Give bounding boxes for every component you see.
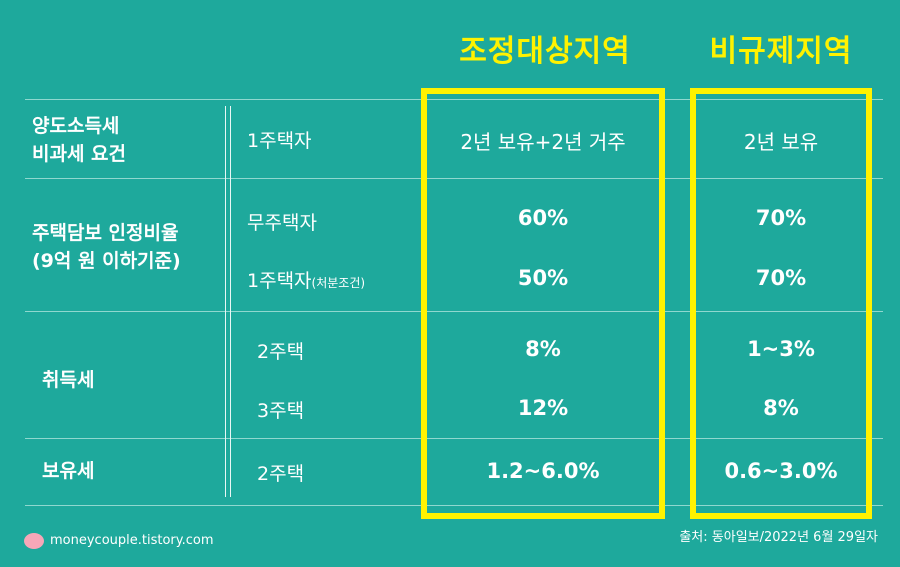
holding-tax-regulated: 1.2~6.0% (486, 459, 600, 483)
acquisition-tax-non-regulated-three: 8% (763, 396, 799, 420)
ltv-regulated-one-home: 50% (517, 266, 569, 290)
ltv-non-regulated-no-home: 70% (755, 206, 807, 230)
acquisition-tax-regulated-three: 12% (517, 396, 569, 420)
header-regulated-area: 조정대상지역 (459, 34, 631, 69)
non-regulated-highlight-box (690, 88, 872, 519)
holding-tax-label: 보유세 (42, 460, 95, 482)
transfer-tax-regulated: 2년 보유+2년 거주 (460, 130, 626, 154)
regulated-highlight-box (421, 88, 665, 519)
header-non-regulated-area: 비규제지역 (709, 34, 853, 69)
blog-link[interactable]: moneycouple.tistory.com (50, 533, 214, 548)
acquisition-tax-regulated-two: 8% (525, 337, 561, 361)
ltv-label: 주택담보 인정비율 (9억 원 이하기준) (32, 222, 181, 272)
ltv-regulated-no-home: 60% (517, 206, 569, 230)
acquisition-tax-label: 취득세 (42, 369, 95, 391)
transfer-tax-label: 양도소득세 비과세 요건 (32, 115, 127, 165)
transfer-tax-sub: 1주택자 (247, 130, 312, 152)
column-divider (230, 106, 231, 497)
ltv-sub-note: (처분조건) (311, 276, 366, 290)
acquisition-tax-non-regulated-two: 1~3% (747, 337, 815, 361)
ltv-non-regulated-one-home: 70% (755, 266, 807, 290)
source-caption: 출처: 동아일보/2022년 6월 29일자 (679, 530, 878, 545)
pig-icon (24, 533, 44, 549)
row-divider (25, 438, 883, 439)
transfer-tax-non-regulated: 2년 보유 (743, 130, 819, 154)
row-divider (25, 505, 883, 506)
acquisition-tax-sub-three: 3주택 (257, 400, 305, 422)
row-divider (25, 99, 883, 100)
acquisition-tax-sub-two: 2주택 (257, 341, 305, 363)
ltv-sub-one-home: 1주택자(처분조건) (247, 270, 366, 292)
row-divider (25, 311, 883, 312)
holding-tax-sub: 2주택 (257, 463, 305, 485)
holding-tax-non-regulated: 0.6~3.0% (724, 459, 838, 483)
column-divider (225, 106, 226, 497)
ltv-sub-no-home: 무주택자 (247, 212, 317, 234)
row-divider (25, 178, 883, 179)
